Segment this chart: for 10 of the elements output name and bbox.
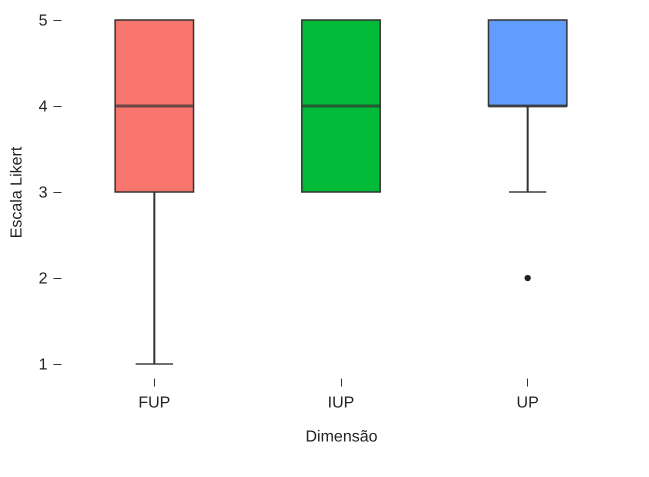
y-axis-title: Escala Likert: [8, 146, 26, 238]
y-tick-label: 4: [38, 98, 48, 116]
y-tick-label: 5: [38, 12, 48, 30]
x-tick-label: UP: [516, 394, 539, 412]
y-tick-label: 3: [38, 184, 48, 202]
y-tick-label: 1: [38, 356, 48, 374]
x-tick-label: FUP: [138, 394, 170, 412]
x-axis-title: Dimensão: [305, 428, 378, 446]
x-tick-label: IUP: [328, 394, 354, 412]
y-tick-label: 2: [38, 270, 48, 288]
